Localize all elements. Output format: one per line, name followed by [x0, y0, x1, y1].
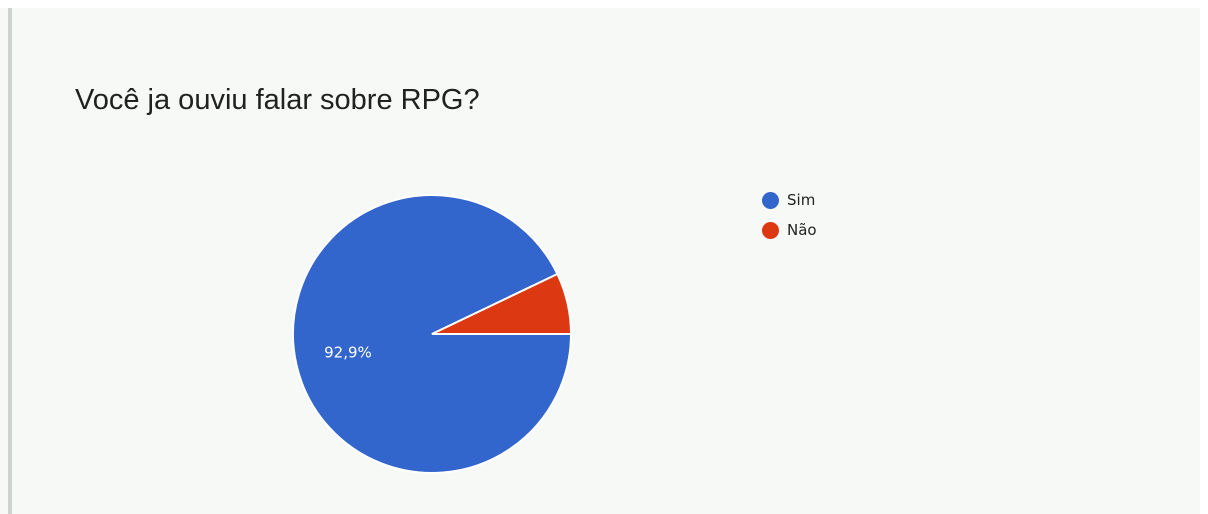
- legend: Sim Não: [762, 185, 817, 245]
- legend-swatch-icon: [762, 221, 779, 239]
- chart-title: Você ja ouviu falar sobre RPG?: [75, 84, 480, 116]
- pie-slice-n-o: [431, 272, 573, 335]
- card-right-edge: [1200, 8, 1208, 514]
- chart-card: [0, 8, 1208, 514]
- legend-label: Não: [787, 221, 817, 239]
- legend-item: Sim: [762, 185, 817, 215]
- legend-swatch-icon: [762, 191, 779, 209]
- top-strip: [0, 0, 1208, 8]
- pie-slice-label: 92,9%: [324, 344, 372, 362]
- legend-label: Sim: [787, 191, 816, 209]
- legend-item: Não: [762, 215, 817, 245]
- card-left-border: [8, 8, 12, 514]
